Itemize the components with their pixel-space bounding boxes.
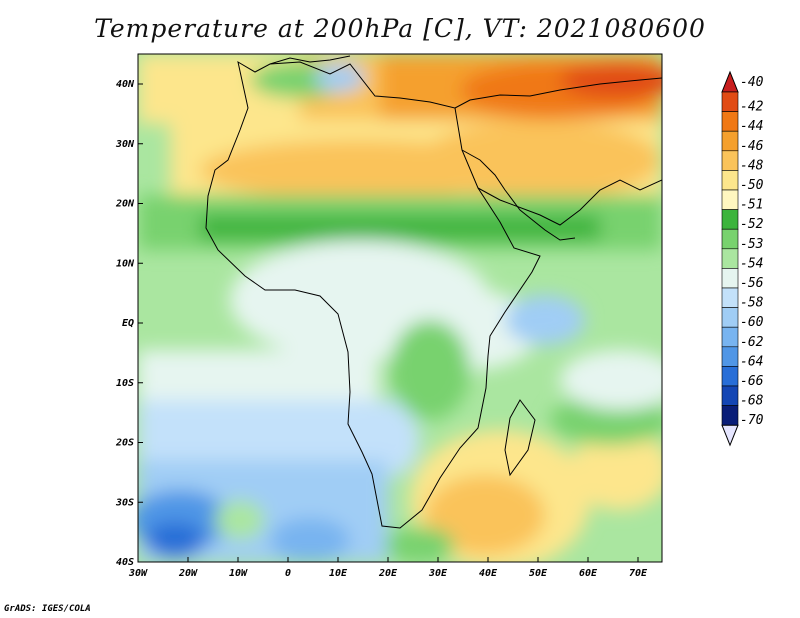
- colorbar-label: -56: [740, 276, 764, 291]
- colorbar-swatch: [721, 268, 739, 289]
- lon-label: 10E: [329, 568, 348, 579]
- colorbar-swatch: [721, 130, 739, 152]
- colorbar-label: -52: [740, 217, 764, 232]
- colorbar-swatch: [721, 170, 739, 191]
- colorbar-label: -51: [740, 198, 763, 213]
- colorbar-label: -50: [740, 178, 764, 193]
- colorbar-swatch: [721, 346, 739, 367]
- lat-label: 30N: [115, 139, 135, 150]
- colorbar-label: -40: [740, 75, 764, 90]
- grads-credit: GrADS: IGES/COLA: [4, 604, 91, 614]
- lat-label: 40S: [116, 557, 134, 568]
- colorbar-swatch: [721, 150, 739, 171]
- colorbar-swatch: [721, 326, 739, 348]
- lon-label: 70E: [629, 568, 648, 579]
- lon-label: 60E: [579, 568, 598, 579]
- colorbar-label: -46: [740, 139, 764, 154]
- lat-label: 20N: [115, 199, 135, 210]
- coastlines: [205, 55, 662, 529]
- lat-label: 40N: [116, 79, 135, 90]
- colorbar-swatch: [721, 189, 739, 210]
- colorbar-swatch: [721, 209, 739, 230]
- colorbar-swatch: [721, 405, 739, 426]
- colorbar-label: -70: [740, 413, 764, 428]
- colorbar: -40 -42 -44 -46 -48 -50 -51 -52 -53 -54 -56 -58 -60 -…: [721, 70, 764, 447]
- lat-label: 10N: [116, 258, 135, 269]
- colorbar-swatch: [721, 228, 739, 250]
- colorbar-label: -54: [740, 256, 763, 271]
- lon-label: 20W: [178, 568, 198, 579]
- colorbar-label: -53: [740, 237, 763, 252]
- colorbar-label: -66: [740, 374, 764, 389]
- lat-label: EQ: [122, 318, 134, 329]
- colorbar-swatch: [721, 287, 739, 308]
- colorbar-label: -44: [740, 119, 763, 134]
- colorbar-arrow-high: [721, 70, 739, 93]
- latitude-labels: 40N 30N 20N 10N EQ 10S 20S 30S 40S: [115, 79, 143, 568]
- colorbar-swatch: [721, 385, 739, 406]
- colorbar-label: -62: [740, 335, 764, 350]
- lon-label: 30E: [428, 568, 448, 579]
- lat-label: 30S: [115, 497, 134, 508]
- colorbar-label: -48: [740, 158, 764, 173]
- plot-frame: [137, 53, 663, 563]
- map-title: Temperature at 200hPa [C], VT: 202108060…: [94, 14, 706, 43]
- temperature-field: [138, 54, 662, 562]
- lon-label: 0: [285, 568, 291, 579]
- colorbar-swatch: [721, 248, 739, 269]
- lon-label: 20E: [378, 568, 398, 579]
- colorbar-swatch: [721, 366, 739, 387]
- colorbar-swatch: [721, 307, 739, 328]
- colorbar-label: -68: [740, 394, 764, 409]
- lon-label: 40E: [479, 568, 498, 579]
- colorbar-label: -42: [740, 100, 764, 115]
- lon-label: 50E: [529, 568, 548, 579]
- lon-label: 10W: [229, 568, 248, 579]
- colorbar-arrow-low: [721, 424, 739, 447]
- lat-label: 20S: [115, 438, 134, 449]
- lat-label: 10S: [116, 378, 134, 389]
- colorbar-label: -60: [740, 315, 764, 330]
- colorbar-label: -64: [740, 354, 763, 369]
- longitude-labels: 30W 20W 10W 0 10E 20E 30E 40E 50E 60E 70E: [128, 557, 648, 579]
- colorbar-swatch: [721, 111, 739, 132]
- colorbar-swatch: [721, 91, 739, 112]
- lon-label: 30W: [128, 568, 148, 579]
- colorbar-label: -58: [740, 296, 764, 311]
